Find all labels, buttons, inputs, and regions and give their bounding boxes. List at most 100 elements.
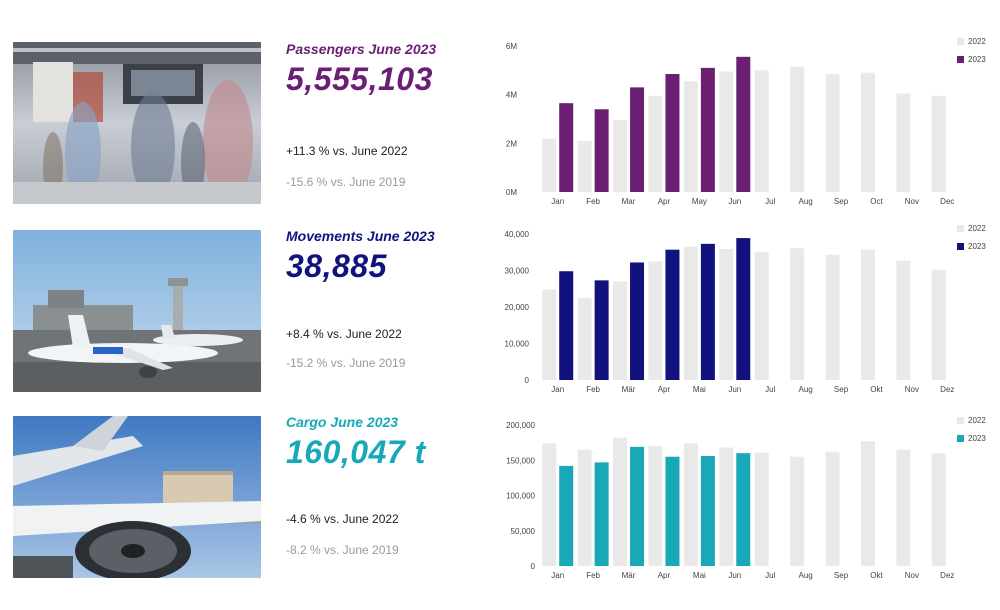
bar-2023 <box>736 56 751 192</box>
bar-2022 <box>860 441 875 566</box>
x-category-label: Jan <box>551 197 564 206</box>
x-category-label: Aug <box>799 571 813 580</box>
y-tick-label: 150,000 <box>506 456 535 465</box>
y-tick-label: 4M <box>506 91 517 100</box>
bar-2022 <box>825 254 840 380</box>
bar-2023 <box>700 456 715 566</box>
x-category-label: Sep <box>834 197 849 206</box>
bar-2023 <box>559 271 574 380</box>
movements-kpi: Movements June 2023 38,885 +8.4 % vs. Ju… <box>286 228 486 393</box>
bar-2023 <box>700 67 715 192</box>
cargo-value: 160,047 t <box>286 434 426 470</box>
x-category-label: Nov <box>905 385 919 394</box>
movements-title: Movements June 2023 <box>286 228 435 244</box>
y-tick-label: 30,000 <box>505 267 530 276</box>
legend-label: 2023 <box>968 434 986 443</box>
legend-swatch <box>957 417 964 424</box>
bar-2023 <box>665 456 680 566</box>
cargo-title: Cargo June 2023 <box>286 414 399 430</box>
x-category-label: Dez <box>940 385 954 394</box>
y-tick-label: 0M <box>506 188 517 197</box>
passengers-compare-2019: -15.6 % vs. June 2019 <box>286 175 406 189</box>
y-tick-label: 40,000 <box>505 230 530 239</box>
x-category-label: May <box>692 197 707 206</box>
bar-2022 <box>542 443 557 566</box>
cargo-aircraft-loading-image <box>13 416 261 578</box>
movements-value: 38,885 <box>286 248 387 284</box>
bar-2022 <box>825 73 840 192</box>
bar-2023 <box>630 87 645 192</box>
y-tick-label: 2M <box>506 139 517 148</box>
x-category-label: Nov <box>905 571 919 580</box>
bar-2023 <box>559 465 574 566</box>
bar-2023 <box>665 73 680 192</box>
x-category-label: Jul <box>765 385 775 394</box>
bar-2022 <box>931 269 946 380</box>
y-tick-label: 0 <box>525 376 530 385</box>
bar-2022 <box>931 95 946 192</box>
bar-2022 <box>613 120 628 192</box>
y-tick-label: 0 <box>531 562 536 571</box>
bar-2022 <box>754 452 769 566</box>
passengers-compare-2022: +11.3 % vs. June 2022 <box>286 144 408 158</box>
x-category-label: Jun <box>728 197 741 206</box>
x-category-label: Feb <box>586 571 600 580</box>
movements-chart: 0 10,000 20,000 30,000 40,000 Jan Feb Mär Apr Mai… <box>495 223 995 403</box>
bar-2022 <box>790 248 805 380</box>
x-category-label: Mar <box>622 197 636 206</box>
bar-2022 <box>860 249 875 380</box>
legend-swatch <box>957 56 964 63</box>
legend-swatch <box>957 435 964 442</box>
x-category-label: Aug <box>799 385 813 394</box>
x-category-label: Mär <box>622 571 636 580</box>
legend-label: 2022 <box>968 416 986 425</box>
x-category-label: Jan <box>551 385 564 394</box>
bar-2022 <box>896 449 911 566</box>
x-category-label: Nov <box>905 197 919 206</box>
bar-2023 <box>736 238 751 380</box>
x-category-label: Aug <box>799 197 813 206</box>
x-category-label: Jun <box>728 385 741 394</box>
x-category-label: Mär <box>622 385 636 394</box>
bar-2022 <box>648 446 663 566</box>
y-tick-label: 200,000 <box>506 421 535 430</box>
x-category-label: Jun <box>728 571 741 580</box>
x-category-label: Dez <box>940 571 954 580</box>
passengers-title: Passengers June 2023 <box>286 41 437 57</box>
y-tick-label: 50,000 <box>511 527 536 536</box>
cargo-compare-2019: -8.2 % vs. June 2019 <box>286 543 399 557</box>
passengers-value: 5,555,103 <box>286 61 433 97</box>
x-category-label: Sep <box>834 571 849 580</box>
bar-2022 <box>896 93 911 192</box>
legend-swatch <box>957 38 964 45</box>
bar-2023 <box>700 243 715 380</box>
bar-2022 <box>683 443 698 566</box>
y-tick-label: 6M <box>506 42 517 51</box>
bar-2022 <box>825 451 840 566</box>
legend-label: 2023 <box>968 242 986 251</box>
bar-2022 <box>613 437 628 566</box>
movements-chart-svg: 0 10,000 20,000 30,000 40,000 Jan Feb Mär Apr Mai… <box>505 224 987 394</box>
bar-2022 <box>613 281 628 380</box>
passengers-chart: 0M 2M 4M 6M Jan Feb Mar Apr May Jun Jul Aug Sep Oct No… <box>495 36 995 216</box>
airport-terminal-crowd-image <box>13 42 261 204</box>
cargo-chart: 0 50,000 100,000 150,000 200,000 Jan Feb Mär Apr… <box>495 415 995 595</box>
bar-2022 <box>790 66 805 192</box>
bar-2022 <box>542 138 557 192</box>
x-category-label: Feb <box>586 197 600 206</box>
x-category-label: Okt <box>870 385 883 394</box>
legend-label: 2023 <box>968 55 986 64</box>
bar-2022 <box>648 95 663 192</box>
x-category-label: Apr <box>658 197 671 206</box>
bar-2022 <box>577 449 592 566</box>
legend-label: 2022 <box>968 37 986 46</box>
bar-2023 <box>665 249 680 380</box>
x-category-label: Jan <box>551 571 564 580</box>
bar-2022 <box>896 260 911 380</box>
bar-2022 <box>931 453 946 566</box>
legend-label: 2022 <box>968 224 986 233</box>
aircraft-on-apron-image <box>13 230 261 392</box>
bar-2022 <box>719 447 734 566</box>
passengers-chart-svg: 0M 2M 4M 6M Jan Feb Mar Apr May Jun Jul Aug Sep Oct No… <box>506 37 986 206</box>
bar-2022 <box>754 252 769 380</box>
